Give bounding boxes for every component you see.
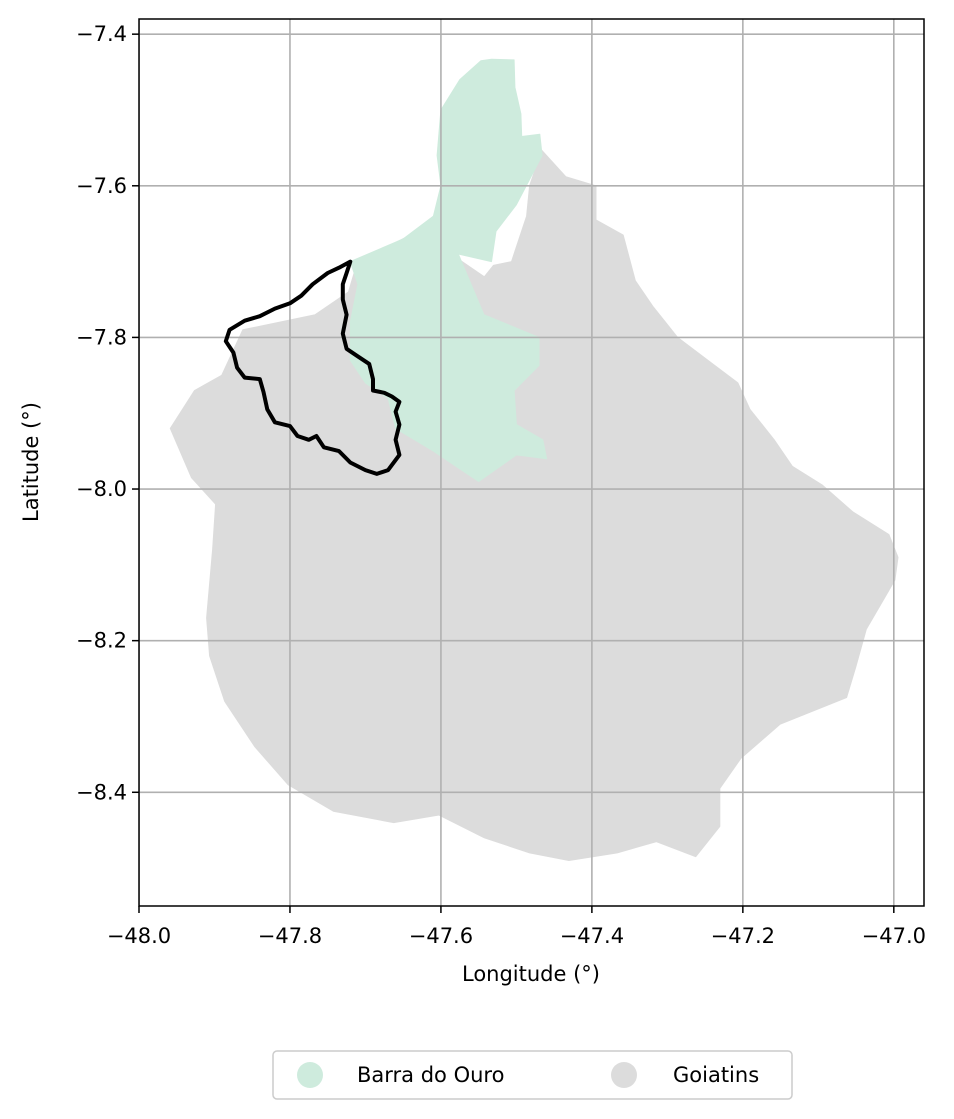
x-tick-label: −47.6: [409, 924, 473, 948]
x-tick-label: −47.2: [711, 924, 775, 948]
y-tick-label: −8.4: [76, 780, 127, 804]
x-tick-label: −47.0: [862, 924, 926, 948]
gridlines: [139, 19, 924, 906]
legend-label-barra-do-ouro: Barra do Ouro: [357, 1063, 504, 1087]
legend: Barra do Ouro Goiatins: [272, 1050, 793, 1100]
legend-label-goiatins: Goiatins: [673, 1063, 759, 1087]
y-tick-label: −7.6: [76, 174, 127, 198]
y-axis-ticks: −7.4 −7.6 −7.8 −8.0 −8.2 −8.4: [76, 22, 139, 804]
legend-swatch-goiatins: [611, 1062, 637, 1088]
outline-layer: [223, 259, 402, 476]
y-tick-label: −7.4: [76, 22, 127, 46]
x-tick-label: −48.0: [107, 924, 171, 948]
y-axis-label: Latitude (°): [19, 402, 43, 522]
plot-area: [139, 19, 924, 906]
y-tick-label: −7.8: [76, 325, 127, 349]
x-tick-label: −47.8: [258, 924, 322, 948]
legend-frame: [272, 1050, 793, 1100]
highlight-outline: [223, 259, 402, 476]
y-tick-label: −8.2: [76, 629, 127, 653]
x-axis-label: Longitude (°): [462, 962, 600, 986]
map-regions: [169, 58, 899, 861]
legend-swatch-barra-do-ouro: [297, 1062, 323, 1088]
axes-frame: [138, 18, 925, 907]
x-axis-ticks: −48.0 −47.8 −47.6 −47.4 −47.2 −47.0: [107, 906, 926, 948]
y-tick-label: −8.0: [76, 477, 127, 501]
x-tick-label: −47.4: [560, 924, 624, 948]
region-barra-do-ouro: [349, 58, 548, 482]
